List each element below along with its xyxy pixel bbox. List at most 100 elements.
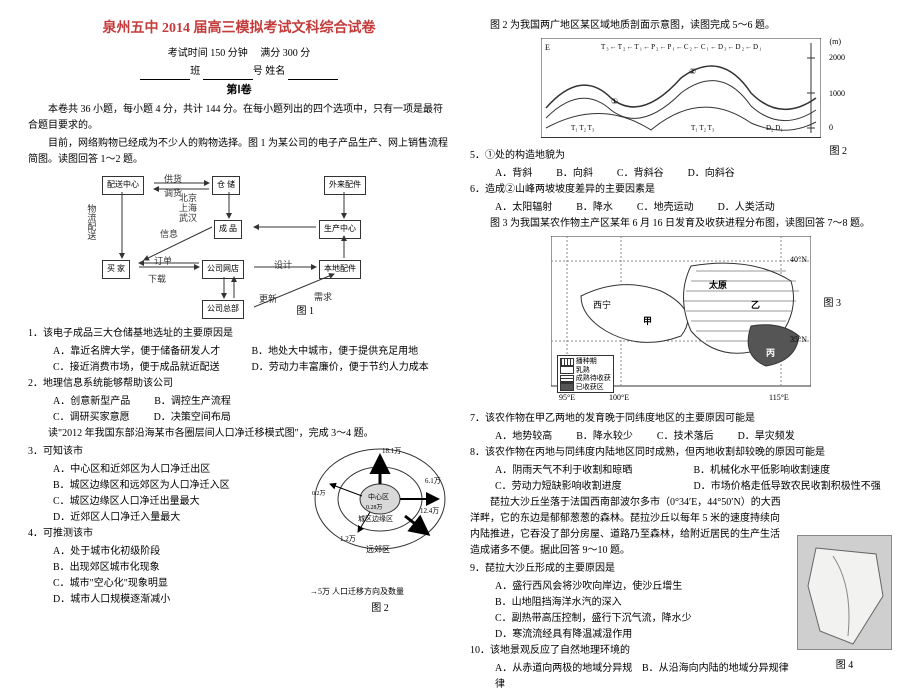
q7-opts: A．地势较高 B．降水较少 C．技术落后 D．旱灾频发 xyxy=(470,429,892,445)
node-webshop: 公司网店 xyxy=(202,260,244,279)
q1-b: B．地处大中城市，便于提供充足用地 xyxy=(252,344,451,360)
q4-c: C．城市"空心化"现象明显 xyxy=(28,576,302,592)
q8-stem: 8．该农作物在丙地与同纬度内陆地区同时成熟，但丙地收割却较晚的原因可能是 xyxy=(470,445,892,461)
number-name-label: 号 姓名 xyxy=(253,66,286,77)
node-buyer: 买 家 xyxy=(102,260,130,279)
coord-40n: 40°N xyxy=(790,254,807,267)
student-info-line: 班 号 姓名 xyxy=(28,64,450,80)
ring-val-3: 0.2万 xyxy=(312,490,326,500)
city-xining: 西宁 xyxy=(593,298,611,312)
q1-stem: 1．该电子成品三大仓储基地选址的主要原因是 xyxy=(28,326,450,342)
q4-stem: 4．可推测该市 xyxy=(28,526,302,542)
node-production: 生产中心 xyxy=(319,220,361,239)
coord-115e: 115°E xyxy=(769,392,789,405)
q7-c: C．技术落后 xyxy=(657,429,714,445)
q8-a: A．阴雨天气不利于收割和晾晒 xyxy=(495,463,694,479)
q4-b: B．出现郊区城市化现象 xyxy=(28,560,302,576)
q8-opts: A．阴雨天气不利于收割和晾晒B．机械化水平低影响收割速度 C．劳动力短缺影响收割… xyxy=(470,463,892,495)
q3-stem: 3．可知该市 xyxy=(28,444,302,460)
fig2ring-label: 图 2 xyxy=(310,601,450,617)
q5-c: C．背斜谷 xyxy=(617,166,664,182)
q10-stem: 10．该地景观反应了自然地理环境的 xyxy=(470,643,789,659)
leg-1: 乳熟 xyxy=(576,366,590,374)
q5-opts: A．背斜 B．向斜 C．背斜谷 D．向斜谷 xyxy=(470,166,892,182)
ring-val-1: 6.1万 xyxy=(425,476,441,487)
q2-a: A．创意新型产品 xyxy=(53,394,130,410)
cross-label: 图 2 xyxy=(830,144,848,160)
q6-c: C．地壳运动 xyxy=(637,200,694,216)
q9-b: B．山地阻挡海洋水汽的深入 xyxy=(470,595,789,611)
cs-1000: 1000 xyxy=(829,88,845,101)
coord-35n: 35°N xyxy=(790,334,807,347)
q8-b: B．机械化水平低影响收割速度 xyxy=(694,463,893,479)
q1-c: C．接近消费市场，便于成品就近配送 xyxy=(53,360,252,376)
edge-info: 信息 xyxy=(160,227,178,241)
q3-a: A．中心区和近郊区为人口净迁出区 xyxy=(28,462,302,478)
q1-a: A．靠近名牌大学，便于储备研发人才 xyxy=(53,344,252,360)
ring-outer: 远郊区 xyxy=(366,544,390,557)
class-label: 班 xyxy=(190,66,200,77)
exam-meta: 考试时间 150 分钟 满分 300 分 xyxy=(28,46,450,62)
exam-title: 泉州五中 2014 届高三模拟考试文科综合试卷 xyxy=(28,18,450,40)
figure-4: 图 4 xyxy=(797,535,892,674)
figure-3-wrap: 西宁 甲 太原 乙 丙 40°N 95°E 35°N 100°E 115°E 播… xyxy=(470,236,892,407)
node-storage: 仓 储 xyxy=(212,176,240,195)
figure-2-ring: 中心区 城区边缘区 远郊区 18.1万 6.1万 12.4万 1.2万 0.28… xyxy=(310,444,450,617)
part-label: 第Ⅰ卷 xyxy=(28,82,450,100)
q9-a: A．盛行西风会将沙吹向岸边，使沙丘增生 xyxy=(470,579,789,595)
cross-section-wrap: E T₃←T₂←T₁←P₂←P₁←C₂←C₁←D₃←D₂←D₁ (m) 2000… xyxy=(470,38,892,144)
q4-d: D．城市人口规模逐渐减小 xyxy=(28,592,302,608)
edge-cities: 北京 上海 武汉 xyxy=(179,194,197,224)
figure-1: 配送中心 仓 储 外来配件 成 品 生产中心 买 家 公司网店 本地配件 公司总… xyxy=(84,172,394,322)
q7-a: A．地势较高 xyxy=(495,429,552,445)
q5-d: D．向斜谷 xyxy=(688,166,735,182)
edge-design: 设计 xyxy=(274,258,292,272)
ring-val-4: 1.2万 xyxy=(340,534,356,545)
city-jia: 甲 xyxy=(643,314,652,328)
node-external-parts: 外来配件 xyxy=(324,176,366,195)
coord-95e: 95°E xyxy=(559,392,575,405)
exam-time: 考试时间 150 分钟 xyxy=(168,48,248,59)
intro-p2: 目前，网络购物已经成为不少人的购物选择。图 1 为某公司的电子产品生产、网上销售… xyxy=(28,136,450,168)
q10-b: B．从沿海向内陆的地域分异规律 xyxy=(642,661,789,693)
q1-opts: A．靠近名牌大学，便于储备研发人才B．地处大中城市，便于提供充足用地 C．接近消… xyxy=(28,344,450,376)
q6-opts: A．太阳辐射 B．降水 C．地壳运动 D．人类活动 xyxy=(470,200,892,216)
q5-b: B．向斜 xyxy=(556,166,593,182)
q6-b: B．降水 xyxy=(576,200,613,216)
edge-update: 更新 xyxy=(259,292,277,306)
city-bing: 丙 xyxy=(766,346,775,360)
edge-order: 订单 xyxy=(154,254,172,268)
right-intro: 图 2 为我国两广地区某区域地质剖面示意图，读图完成 5～6 题。 xyxy=(470,18,892,34)
q8-d: D．市场价格走低导致农民收割积极性不强 xyxy=(694,479,893,495)
leg-2: 成熟待收获 xyxy=(576,374,611,382)
q910-block: 琵拉大沙丘坐落于法国西南部波尔多市（0°34′E，44°50′N）的大西洋畔，它… xyxy=(470,495,892,693)
edge-logistics: 物流配送 xyxy=(84,204,98,240)
q3-b: B．城区边缘区和远郊区为人口净迁入区 xyxy=(28,478,302,494)
node-hq: 公司总部 xyxy=(202,300,244,319)
q2-c: C．调研买家意愿 xyxy=(53,410,130,426)
q5-a: A．背斜 xyxy=(495,166,532,182)
q8-c: C．劳动力短缺影响收割进度 xyxy=(495,479,694,495)
edge-demand: 需求 xyxy=(314,290,332,304)
fig4-label: 图 4 xyxy=(797,658,892,674)
q2-opts-2: C．调研买家意愿 D．决策空间布局 xyxy=(28,410,450,426)
q6-a: A．太阳辐射 xyxy=(495,200,552,216)
q6-d: D．人类活动 xyxy=(718,200,775,216)
fig1-label: 图 1 xyxy=(297,304,315,320)
q10-a: A．从赤道向两极的地域分异规律 xyxy=(495,661,642,693)
ring-legend: →5万 人口迁移方向及数量 xyxy=(310,586,450,599)
full-score: 满分 300 分 xyxy=(260,48,310,59)
q2-d: D．决策空间布局 xyxy=(154,410,231,426)
q34-block: 3．可知该市 A．中心区和近郊区为人口净迁出区 B．城区边缘区和远郊区为人口净迁… xyxy=(28,444,450,617)
q7-stem: 7．该农作物在甲乙两地的发育晚于同纬度地区的主要原因可能是 xyxy=(470,411,892,427)
read-3-4: 读"2012 年我国东部沿海某市各圈层间人口净迁移模式图"，完成 3～4 题。 xyxy=(28,426,450,442)
q3-d: D．近郊区人口净迁入量最大 xyxy=(28,510,302,526)
city-taiyuan: 太原 xyxy=(709,278,727,292)
leg-3: 已收获区 xyxy=(576,383,604,391)
left-column: 泉州五中 2014 届高三模拟考试文科综合试卷 考试时间 150 分钟 满分 3… xyxy=(28,18,450,632)
city-yi: 乙 xyxy=(751,298,760,312)
q7-b: B．降水较少 xyxy=(576,429,633,445)
q9-c: C．副热带高压控制，盛行下沉气流，降水少 xyxy=(470,611,789,627)
q9-stem: 9．琵拉大沙丘形成的主要原因是 xyxy=(470,561,789,577)
q2-opts-1: A．创意新型产品 B．调控生产流程 xyxy=(28,394,450,410)
